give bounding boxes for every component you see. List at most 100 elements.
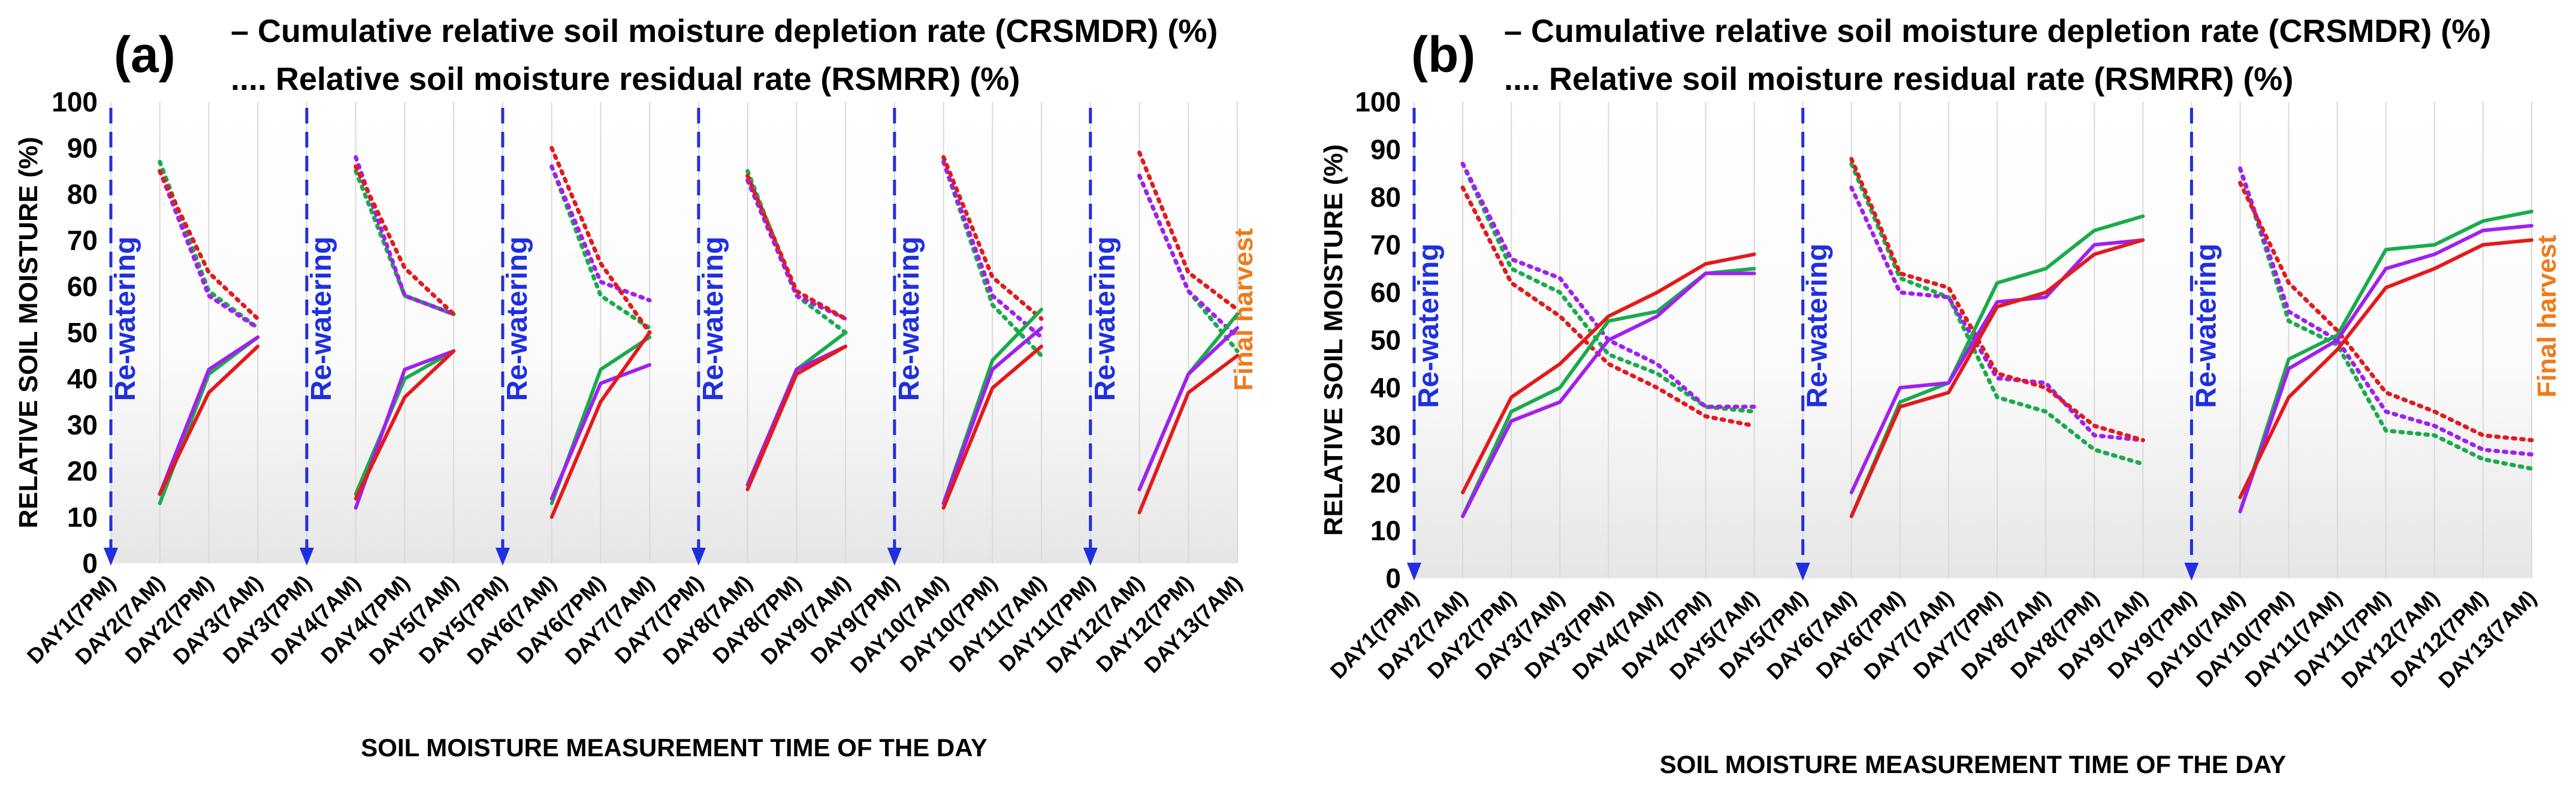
y-tick-label: 40 xyxy=(1370,372,1401,403)
y-tick-label: 20 xyxy=(67,455,98,487)
rewatering-label: Re-watering xyxy=(1802,243,1834,408)
rewatering-label: Re-watering xyxy=(1413,243,1445,408)
series-line-w3g3-solid xyxy=(1849,238,2145,518)
y-tick-label: 0 xyxy=(82,548,98,579)
series-line-w2g2-solid xyxy=(941,326,1043,505)
y-tick-label: 70 xyxy=(1370,230,1401,261)
rewatering-arrowhead xyxy=(691,548,706,566)
series-line-w2g3-dotted xyxy=(158,169,260,321)
legend-header-line-1: – Cumulative relative soil moisture depl… xyxy=(1504,13,2491,49)
rewatering-arrowhead xyxy=(2184,563,2199,581)
series-line-w2g2-dotted xyxy=(941,159,1044,340)
y-tick-label: 20 xyxy=(1370,467,1401,499)
x-axis-label: SOIL MOISTURE MEASUREMENT TIME OF THE DA… xyxy=(1660,750,2286,778)
series-lines xyxy=(1460,156,2534,518)
series-line-w2g3-dotted xyxy=(549,146,652,335)
y-tick-label: 90 xyxy=(1370,134,1401,165)
rewatering-label: Re-watering xyxy=(110,237,141,401)
y-tick-label: 10 xyxy=(67,502,98,533)
final-harvest-label: Final harvest xyxy=(2532,235,2562,398)
legend-header-line-2: .... Relative soil moisture residual rat… xyxy=(231,61,1020,97)
series-line-w2g3-solid xyxy=(941,345,1043,510)
rewatering-label: Re-watering xyxy=(502,237,533,401)
series-line-w2g3-solid xyxy=(549,331,652,519)
y-tick-label: 10 xyxy=(1370,515,1401,547)
series-line-w2g1-solid xyxy=(354,349,456,496)
panel-label: (b) xyxy=(1411,26,1475,83)
series-line-w2g2-solid xyxy=(549,363,652,501)
series-line-w2g3-dotted xyxy=(354,164,456,316)
rewatering-label: Re-watering xyxy=(697,237,729,401)
series-line-w3g1-solid xyxy=(2238,209,2533,514)
y-axis-label: RELATIVE SOIL MOISTURE (%) xyxy=(1319,144,1348,536)
series-line-w3g3-dotted xyxy=(1849,156,2145,442)
series-line-w3g2-dotted xyxy=(1849,185,2145,442)
rewatering-label: Re-watering xyxy=(893,237,925,401)
series-line-w2g3-solid xyxy=(1137,354,1239,515)
panel-b: (b) – Cumulative relative soil moisture … xyxy=(1319,13,2562,778)
rewatering-arrowhead xyxy=(495,548,510,566)
rewatering-arrowhead xyxy=(1407,563,1421,581)
series-line-w3g2-solid xyxy=(1849,238,2145,494)
panel-a: (a) – Cumulative relative soil moisture … xyxy=(14,13,1258,762)
series-line-w3g1-dotted xyxy=(1849,161,2145,466)
rewatering-arrowhead xyxy=(1795,563,1810,581)
series-line-w2g2-dotted xyxy=(158,169,260,330)
series-line-w2g3-solid xyxy=(745,345,848,491)
rewatering-arrowhead xyxy=(104,548,118,566)
series-line-w2g2-dotted xyxy=(1137,173,1240,340)
final-harvest-label: Final harvest xyxy=(1229,228,1258,391)
panel-label: (a) xyxy=(114,26,176,83)
rewatering-label: Re-watering xyxy=(1089,237,1121,401)
y-tick-label: 80 xyxy=(67,179,98,210)
rewatering-markers: Re-watering Re-watering Re-watering Final h… xyxy=(1407,108,2562,581)
y-tick-label: 90 xyxy=(67,132,98,164)
series-line-w2g1-dotted xyxy=(549,164,652,330)
rewatering-label: Re-watering xyxy=(306,237,337,401)
y-tick-label: 70 xyxy=(67,225,98,256)
y-tick-label: 100 xyxy=(52,86,98,117)
series-line-w3g2-solid xyxy=(1461,271,1756,518)
x-axis-ticks: DAY1(7PM)DAY2(7AM)DAY2(7PM)DAY3(7AM)DAY3… xyxy=(1325,585,2541,693)
series-line-w2g3-solid xyxy=(158,345,260,496)
series-line-w2g3-solid xyxy=(354,349,456,501)
series-line-w3g3-dotted xyxy=(2238,180,2534,442)
series-line-w3g3-solid xyxy=(1461,252,1756,494)
series-line-w3g1-dotted xyxy=(2238,166,2534,471)
y-axis-ticks: 0 10 20 30 40 50 60 70 80 90 100 xyxy=(52,86,98,579)
rewatering-label: Re-watering xyxy=(2190,243,2222,408)
series-line-w2g2-dotted xyxy=(549,164,652,303)
y-tick-label: 30 xyxy=(67,409,98,440)
series-line-w2g3-dotted xyxy=(941,155,1044,321)
y-tick-label: 40 xyxy=(67,363,98,394)
rewatering-arrowhead xyxy=(1083,548,1098,566)
y-tick-label: 0 xyxy=(1385,563,1401,594)
series-line-w3g2-dotted xyxy=(2238,166,2534,457)
series-line-w3g1-solid xyxy=(1849,214,2145,518)
x-axis-label: SOIL MOISTURE MEASUREMENT TIME OF THE DA… xyxy=(361,733,987,762)
y-axis-label: RELATIVE SOIL MOISTURE (%) xyxy=(14,137,43,529)
y-tick-label: 50 xyxy=(67,317,98,348)
x-axis-ticks: DAY1(7PM)DAY2(7AM)DAY2(7PM)DAY3(7AM)DAY3… xyxy=(22,570,1247,678)
plot-area xyxy=(111,102,1237,563)
series-line-w3g3-solid xyxy=(2238,238,2533,499)
series-line-w2g3-dotted xyxy=(745,173,848,321)
legend-header-line-2: .... Relative soil moisture residual rat… xyxy=(1504,61,2293,97)
series-line-w2g2-solid xyxy=(1137,326,1239,491)
y-tick-label: 100 xyxy=(1355,86,1401,117)
series-line-w3g3-dotted xyxy=(1460,185,1757,428)
rewatering-arrowhead xyxy=(887,548,902,566)
series-line-w3g2-solid xyxy=(2238,224,2533,514)
series-line-w2g3-dotted xyxy=(1137,150,1240,312)
series-lines xyxy=(158,146,1240,519)
y-tick-label: 80 xyxy=(1370,182,1401,213)
rewatering-markers: Re-watering Re-watering Re-watering Re-wate… xyxy=(104,108,1258,566)
legend-header-line-1: – Cumulative relative soil moisture depl… xyxy=(231,13,1218,49)
y-axis-ticks: 0 10 20 30 40 50 60 70 80 90 100 xyxy=(1355,86,1401,594)
series-line-w2g2-solid xyxy=(158,335,260,496)
y-tick-label: 30 xyxy=(1370,420,1401,451)
series-line-w2g2-dotted xyxy=(745,178,848,321)
y-tick-label: 60 xyxy=(1370,277,1401,308)
y-tick-label: 50 xyxy=(1370,325,1401,356)
